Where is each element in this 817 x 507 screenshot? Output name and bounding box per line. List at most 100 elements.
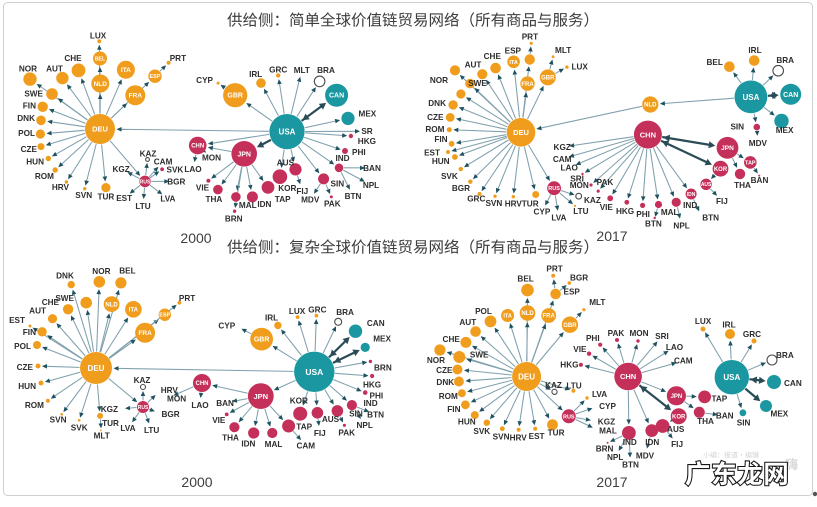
svg-text:CZE: CZE <box>17 363 34 372</box>
svg-text:ROM: ROM <box>425 125 444 134</box>
svg-text:NPL: NPL <box>363 181 379 190</box>
svg-text:2017: 2017 <box>596 228 627 244</box>
svg-text:PAK: PAK <box>338 428 355 437</box>
svg-text:POL: POL <box>14 342 31 351</box>
svg-text:TAP: TAP <box>745 160 756 166</box>
svg-text:GBR: GBR <box>254 337 270 344</box>
svg-text:SR: SR <box>361 127 372 136</box>
svg-text:MLT: MLT <box>294 66 310 75</box>
svg-text:GBR: GBR <box>563 323 577 329</box>
svg-text:LVA: LVA <box>592 390 607 399</box>
svg-text:BTN: BTN <box>702 214 719 223</box>
svg-text:HKG: HKG <box>363 380 381 389</box>
svg-text:AUT: AUT <box>465 60 482 69</box>
svg-text:BTN: BTN <box>345 192 362 201</box>
svg-text:AUT: AUT <box>459 318 476 327</box>
svg-text:IDN: IDN <box>645 438 659 447</box>
svg-text:LTU: LTU <box>566 381 581 390</box>
svg-text:BGR: BGR <box>452 184 470 193</box>
svg-text:PAK: PAK <box>597 178 614 187</box>
svg-text:IRL: IRL <box>249 70 262 79</box>
svg-text:LUX: LUX <box>695 317 712 326</box>
svg-text:MDV: MDV <box>749 139 768 148</box>
svg-text:AUT: AUT <box>29 306 46 315</box>
svg-text:CHN: CHN <box>196 381 209 387</box>
svg-text:ROM: ROM <box>439 392 458 401</box>
svg-text:BRA: BRA <box>317 66 335 75</box>
svg-text:TUR: TUR <box>97 193 114 202</box>
svg-text:KAZ: KAZ <box>134 376 151 385</box>
svg-text:ITA: ITA <box>503 314 511 320</box>
svg-text:VIE: VIE <box>600 203 614 212</box>
svg-text:FIN: FIN <box>447 405 460 414</box>
svg-text:KAZ: KAZ <box>584 196 601 205</box>
svg-text:KOR: KOR <box>278 184 296 193</box>
svg-text:ESP: ESP <box>149 74 160 80</box>
svg-text:NPL: NPL <box>357 421 373 430</box>
svg-text:KOR: KOR <box>290 397 308 406</box>
svg-text:LUX: LUX <box>289 307 306 316</box>
svg-text:ITA: ITA <box>129 308 139 314</box>
svg-text:BRN: BRN <box>596 445 614 454</box>
svg-text:MAL: MAL <box>661 208 679 217</box>
svg-text:MAL: MAL <box>265 440 283 449</box>
svg-text:KGZ: KGZ <box>101 405 118 414</box>
svg-text:GRC: GRC <box>467 194 485 203</box>
svg-text:FIN: FIN <box>23 102 36 111</box>
svg-text:PRT: PRT <box>179 294 195 303</box>
svg-text:NLD: NLD <box>105 302 118 308</box>
svg-text:GRC: GRC <box>743 330 761 339</box>
svg-text:BRA: BRA <box>776 56 794 65</box>
svg-text:HRV: HRV <box>52 183 70 192</box>
svg-text:MON: MON <box>570 181 589 190</box>
svg-text:AUT: AUT <box>46 65 63 74</box>
svg-text:2017: 2017 <box>596 474 627 490</box>
svg-text:BEL: BEL <box>707 58 723 67</box>
svg-text:CYP: CYP <box>599 402 616 411</box>
svg-text:LVA: LVA <box>160 195 175 204</box>
svg-text:CHN: CHN <box>640 130 656 139</box>
svg-text:NLD: NLD <box>521 311 534 317</box>
svg-text:MLT: MLT <box>555 46 571 55</box>
svg-text:HUN: HUN <box>458 418 476 427</box>
svg-text:SWE: SWE <box>24 90 43 99</box>
svg-text:IRL: IRL <box>265 313 278 322</box>
svg-text:THA: THA <box>205 195 222 204</box>
svg-text:NPL: NPL <box>607 453 623 462</box>
svg-text:BAN: BAN <box>363 164 381 173</box>
svg-text:RUS: RUS <box>140 179 151 185</box>
svg-text:SVN: SVN <box>50 416 67 425</box>
svg-text:DEU: DEU <box>518 372 535 381</box>
svg-text:2000: 2000 <box>180 230 211 246</box>
svg-text:KGZ: KGZ <box>554 143 571 152</box>
svg-text:KGZ: KGZ <box>112 165 129 174</box>
svg-text:NPL: NPL <box>673 221 689 230</box>
svg-text:IDN: IDN <box>687 192 696 198</box>
svg-text:AUS: AUS <box>322 415 340 424</box>
svg-text:SVK: SVK <box>473 427 490 436</box>
svg-text:USA: USA <box>723 373 740 382</box>
svg-text:FRA: FRA <box>129 93 143 100</box>
svg-text:FRA: FRA <box>521 82 534 88</box>
svg-text:FIN: FIN <box>434 135 447 144</box>
svg-text:DEU: DEU <box>92 125 108 134</box>
svg-text:LAO: LAO <box>561 164 579 173</box>
svg-text:EST: EST <box>529 432 545 441</box>
svg-text:IDN: IDN <box>241 440 255 449</box>
svg-text:SIN: SIN <box>331 180 345 189</box>
svg-text:FIJ: FIJ <box>716 197 728 206</box>
svg-text:BGR: BGR <box>570 274 588 283</box>
svg-text:SIN: SIN <box>349 409 363 418</box>
svg-text:LAO: LAO <box>191 401 209 410</box>
svg-text:SVK: SVK <box>71 423 88 432</box>
svg-text:MAL: MAL <box>599 427 617 436</box>
svg-text:NOR: NOR <box>427 356 445 365</box>
svg-text:SVK: SVK <box>167 166 184 175</box>
svg-text:CAN: CAN <box>367 319 385 328</box>
svg-text:SWE: SWE <box>470 351 489 360</box>
svg-text:BRA: BRA <box>336 308 354 317</box>
svg-text:LAO: LAO <box>184 165 202 174</box>
svg-text:LUX: LUX <box>572 63 589 72</box>
svg-text:MLT: MLT <box>94 431 110 440</box>
svg-text:MEX: MEX <box>373 335 391 344</box>
